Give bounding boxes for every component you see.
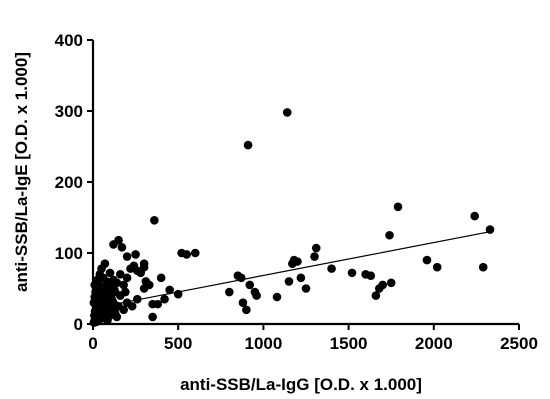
data-point [225,287,234,297]
data-point [105,268,115,278]
data-point [371,291,381,300]
data-point [393,202,403,212]
data-point [296,273,306,283]
x-tick-label: 500 [164,334,192,353]
data-point [165,285,174,295]
data-point [252,291,261,300]
data-point [243,140,253,150]
data-point [301,284,311,293]
data-point [386,278,396,288]
data-point [284,277,294,286]
data-point [150,216,159,225]
y-tick-label: 0 [74,315,83,334]
data-point [119,280,128,290]
data-point [110,285,119,295]
data-point [478,262,488,272]
data-point [133,294,142,304]
x-tick-label: 2500 [500,334,538,353]
data-point [112,278,122,288]
data-point [238,298,248,308]
x-axis-title: anti-SSB/La-IgG [O.D. x 1.000] [180,375,422,394]
data-point [327,264,336,273]
y-tick-label: 300 [55,102,83,121]
data-point [153,299,163,309]
data-point [190,248,200,258]
data-point [115,270,125,279]
data-point [182,250,192,259]
data-point [160,294,169,304]
data-point [347,268,357,278]
data-point [148,312,157,322]
y-tick-label: 100 [55,244,83,263]
data-point [422,255,432,265]
data-point [366,271,376,281]
data-point [432,262,442,272]
data-point [122,273,132,283]
data-point [100,259,110,268]
data-point [114,235,123,245]
x-tick-label: 1500 [330,334,368,353]
data-point [470,211,479,221]
data-point [310,252,319,261]
data-point [119,305,128,315]
data-point [385,230,394,240]
x-tick-label: 2000 [415,334,453,353]
data-point [144,280,154,290]
data-point [139,259,149,268]
y-axis-ticks: 0 100 200 300 400 [55,31,93,334]
y-tick-label: 400 [55,31,83,50]
y-axis-title: anti-SSB/La-IgE [O.D. x 1.000] [12,52,31,292]
data-point [103,294,112,304]
data-point [378,280,387,290]
data-point [272,292,282,302]
y-tick-label: 200 [55,173,83,192]
data-point [311,243,321,253]
data-point [282,108,292,117]
data-point [122,252,132,261]
data-point [245,280,255,290]
data-point [131,250,140,259]
data-point [117,243,127,252]
regression-line [92,231,491,309]
data-point [92,275,102,285]
x-tick-label: 0 [88,334,97,353]
data-point [293,257,302,266]
data-points [89,108,495,327]
data-point [112,312,122,322]
data-point [242,305,251,315]
data-point [96,298,105,308]
data-point [127,301,137,311]
data-point [156,273,166,283]
x-tick-label: 1000 [244,334,282,353]
x-axis-ticks: 0 500 1000 1500 2000 2500 [88,324,538,353]
data-point [121,287,130,297]
